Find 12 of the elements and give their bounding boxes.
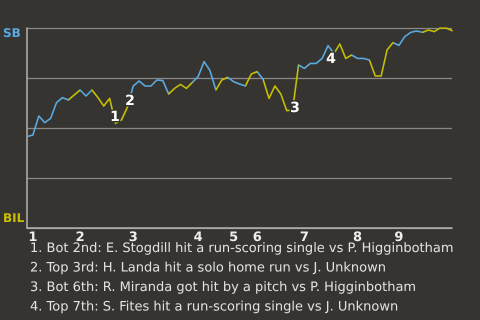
x-tick-label: 9 bbox=[394, 230, 404, 245]
annotation: 3 bbox=[290, 100, 300, 116]
x-tick-label: 4 bbox=[194, 230, 203, 245]
text: SB bbox=[3, 26, 21, 40]
text: 4. Top 7th: S. Fites hit a run-scoring single vs J. Unknown bbox=[30, 300, 398, 314]
text: 3. Bot 6th: R. Miranda got hit by a pitch vs P. Higginbotham bbox=[30, 280, 416, 295]
text: BIL bbox=[3, 211, 25, 225]
text: 2. Top 3rd: H. Landa hit a solo home run vs J. Unknown bbox=[30, 260, 386, 276]
x-tick-label: 6 bbox=[252, 230, 262, 245]
annotation: 4 bbox=[326, 51, 336, 67]
x-tick-label: 5 bbox=[229, 230, 238, 245]
x-tick-label: 7 bbox=[300, 230, 309, 245]
